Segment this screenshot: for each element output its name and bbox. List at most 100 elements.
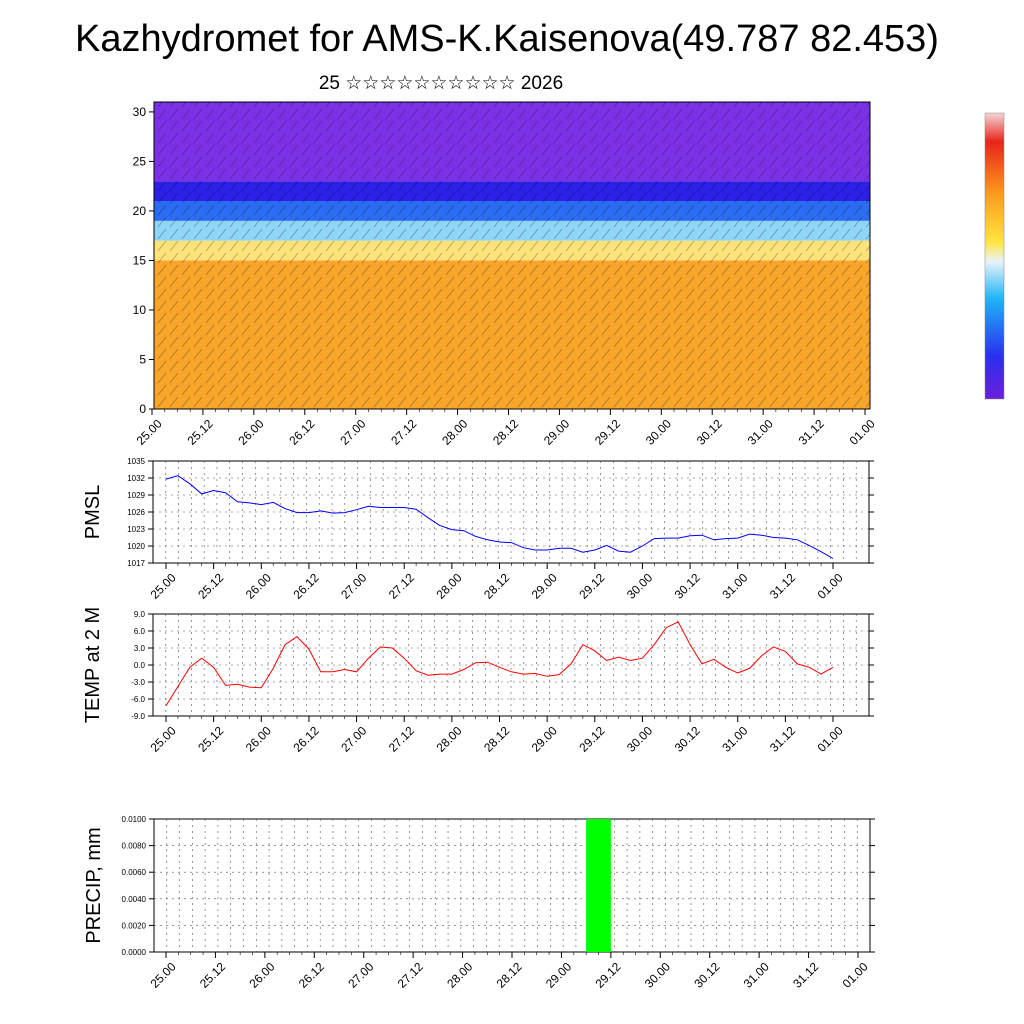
- pmsl-x-tick-label: 28.12: [481, 570, 512, 601]
- chart-subtitle: 25 ☆☆☆☆☆☆☆☆☆☆ 2026: [318, 73, 564, 94]
- section-y-tick-label: 0: [139, 402, 146, 416]
- precip-x-tick-label: 28.00: [444, 959, 475, 990]
- pmsl-y-tick-label: 1020: [127, 542, 145, 551]
- temp-x-tick-label: 31.12: [767, 723, 798, 754]
- temp-x-tick-label: 01.00: [815, 723, 846, 754]
- section-x-tick-label: 26.00: [235, 416, 266, 447]
- precip-bar: [586, 819, 611, 952]
- section-y-tick-label: 25: [133, 154, 147, 168]
- section-x-tick-label: 25.12: [185, 416, 216, 447]
- precip-y-tick-label: 0.0100: [122, 815, 147, 824]
- precip-x-tick-label: 25.12: [197, 959, 228, 990]
- pmsl-grid: [153, 461, 869, 563]
- section-frame: [153, 101, 871, 410]
- temp-y-axis-label: TEMP at 2 M: [82, 607, 104, 723]
- section-x-tick-label: 29.00: [541, 416, 572, 447]
- temp-x-tick-label: 30.12: [672, 723, 703, 754]
- temp-x-tick-label: 27.00: [338, 723, 369, 754]
- pmsl-x-tick-label: 31.12: [767, 570, 798, 601]
- pmsl-x-tick-label: 30.12: [672, 570, 703, 601]
- section-x-tick-label: 27.00: [337, 416, 368, 447]
- temp-x-tick-label: 25.00: [148, 723, 179, 754]
- temp-x-tick-label: 27.12: [386, 723, 417, 754]
- section-y-tick-label: 10: [133, 303, 147, 317]
- pmsl-x-tick-label: 25.00: [148, 570, 179, 601]
- pmsl-y-tick-label: 1017: [127, 559, 145, 568]
- section-x-tick-label: 31.12: [796, 416, 827, 447]
- pmsl-y-tick-label: 1023: [127, 525, 145, 534]
- precip-y-tick-label: 0.0080: [122, 842, 147, 851]
- precip-y-tick-label: 0.0040: [122, 895, 147, 904]
- precip-y-tick-label: 0.0020: [122, 921, 147, 930]
- pmsl-x-tick-label: 26.12: [291, 570, 322, 601]
- temp-x-tick-label: 29.12: [576, 723, 607, 754]
- precip-x-tick-label: 31.12: [790, 959, 821, 990]
- temp-y-tick-label: 0.0: [134, 661, 146, 670]
- precip-x-tick-label: 28.12: [494, 959, 525, 990]
- precip-grid: [154, 819, 870, 952]
- section-x-tick-label: 30.00: [643, 416, 674, 447]
- temp-x-tick-label: 28.00: [433, 723, 464, 754]
- section-x-tick-label: 28.12: [490, 416, 521, 447]
- wind-barbs: [154, 102, 870, 409]
- pmsl-x-tick-label: 25.12: [195, 570, 226, 601]
- temp-grid: [153, 614, 869, 716]
- temp-x-tick-label: 28.12: [481, 723, 512, 754]
- pmsl-x-tick-label: 29.12: [576, 570, 607, 601]
- pmsl-frame: [152, 460, 870, 564]
- precip-x-tick-label: 26.00: [246, 959, 277, 990]
- precip-x-tick-label: 29.00: [543, 959, 574, 990]
- temp-y-tick-label: -3.0: [131, 678, 145, 687]
- precip-x-tick-label: 25.00: [148, 959, 179, 990]
- temp-x-tick-label: 26.00: [243, 723, 274, 754]
- precip-x-tick-label: 27.12: [395, 959, 426, 990]
- precip-y-tick-label: 0.0060: [122, 868, 147, 877]
- temp-y-tick-label: -9.0: [131, 712, 145, 721]
- temp-x-tick-label: 26.12: [291, 723, 322, 754]
- temp-x-tick-label: 31.00: [719, 723, 750, 754]
- precip-x-tick-label: 31.00: [741, 959, 772, 990]
- temp-y-tick-label: 3.0: [134, 644, 146, 653]
- temp-x-tick-label: 25.12: [195, 723, 226, 754]
- temp-y-tick-label: 9.0: [134, 610, 146, 619]
- pmsl-y-tick-label: 1035: [127, 457, 145, 466]
- pmsl-x-tick-label: 29.00: [529, 570, 560, 601]
- precip-x-tick-label: 26.12: [296, 959, 327, 990]
- pmsl-x-tick-label: 27.12: [386, 570, 417, 601]
- pmsl-x-tick-label: 01.00: [815, 570, 846, 601]
- pmsl-x-tick-label: 26.00: [243, 570, 274, 601]
- pmsl-x-tick-label: 28.00: [433, 570, 464, 601]
- temp-x-tick-label: 29.00: [529, 723, 560, 754]
- temp-frame: [152, 613, 870, 717]
- section-x-tick-label: 27.12: [388, 416, 419, 447]
- temp-series-line: [165, 621, 834, 707]
- section-x-tick-label: 25.00: [134, 416, 165, 447]
- temp-y-tick-label: -6.0: [131, 695, 145, 704]
- section-x-tick-label: 01.00: [847, 416, 878, 447]
- section-x-tick-label: 26.12: [286, 416, 317, 447]
- section-x-tick-label: 29.12: [592, 416, 623, 447]
- temp-x-tick-label: 30.00: [624, 723, 655, 754]
- precip-x-tick-label: 30.12: [691, 959, 722, 990]
- section-x-tick-label: 28.00: [439, 416, 470, 447]
- pmsl-x-tick-label: 31.00: [719, 570, 750, 601]
- section-y-tick-label: 5: [139, 352, 146, 366]
- pmsl-x-tick-label: 27.00: [338, 570, 369, 601]
- pmsl-y-tick-label: 1032: [127, 474, 145, 483]
- colorbar: [984, 112, 1005, 400]
- precip-y-axis-label: PRECIP, mm: [83, 827, 105, 943]
- section-field: [154, 102, 870, 409]
- pmsl-x-tick-label: 30.00: [624, 570, 655, 601]
- pmsl-y-tick-label: 1029: [127, 491, 145, 500]
- pmsl-series-line: [165, 475, 834, 559]
- precip-x-tick-label: 01.00: [840, 959, 871, 990]
- section-y-tick-label: 30: [133, 105, 147, 119]
- section-x-tick-label: 31.00: [745, 416, 776, 447]
- section-x-tick-label: 30.12: [694, 416, 725, 447]
- temp-y-tick-label: 6.0: [134, 627, 146, 636]
- precip-x-tick-label: 30.00: [642, 959, 673, 990]
- pmsl-y-axis-label: PMSL: [82, 485, 104, 539]
- pmsl-y-tick-label: 1026: [127, 508, 145, 517]
- precip-x-tick-label: 27.00: [345, 959, 376, 990]
